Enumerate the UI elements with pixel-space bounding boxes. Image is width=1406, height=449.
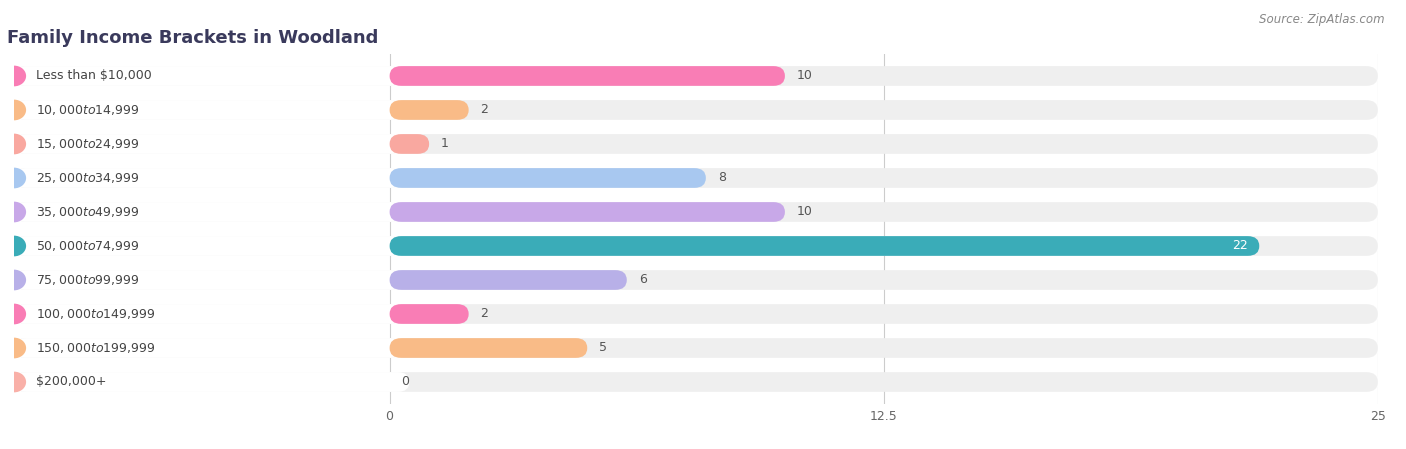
Text: $150,000 to $199,999: $150,000 to $199,999 — [35, 341, 155, 355]
Circle shape — [1, 338, 27, 358]
Circle shape — [1, 100, 27, 120]
Text: Less than $10,000: Less than $10,000 — [35, 70, 152, 83]
Text: $200,000+: $200,000+ — [35, 375, 107, 388]
Text: 10: 10 — [797, 70, 813, 83]
FancyBboxPatch shape — [14, 270, 1378, 290]
FancyBboxPatch shape — [14, 134, 1378, 154]
Text: 0: 0 — [402, 375, 409, 388]
FancyBboxPatch shape — [14, 304, 1378, 324]
Text: 6: 6 — [638, 273, 647, 286]
Text: $10,000 to $14,999: $10,000 to $14,999 — [35, 103, 139, 117]
FancyBboxPatch shape — [389, 100, 468, 120]
FancyBboxPatch shape — [14, 372, 1378, 392]
FancyBboxPatch shape — [14, 270, 409, 290]
FancyBboxPatch shape — [14, 66, 409, 86]
FancyBboxPatch shape — [14, 100, 1378, 120]
FancyBboxPatch shape — [389, 134, 429, 154]
FancyBboxPatch shape — [14, 236, 1378, 256]
Text: $25,000 to $34,999: $25,000 to $34,999 — [35, 171, 139, 185]
Text: 2: 2 — [481, 308, 488, 321]
Text: 8: 8 — [717, 172, 725, 185]
FancyBboxPatch shape — [14, 236, 409, 256]
FancyBboxPatch shape — [14, 100, 409, 120]
Circle shape — [1, 372, 27, 392]
FancyBboxPatch shape — [389, 66, 785, 86]
Text: 1: 1 — [441, 137, 449, 150]
Text: Family Income Brackets in Woodland: Family Income Brackets in Woodland — [7, 29, 378, 47]
Circle shape — [1, 134, 27, 154]
FancyBboxPatch shape — [14, 168, 1378, 188]
FancyBboxPatch shape — [14, 338, 1378, 358]
FancyBboxPatch shape — [389, 236, 1260, 256]
FancyBboxPatch shape — [14, 134, 409, 154]
FancyBboxPatch shape — [14, 338, 409, 358]
Circle shape — [1, 167, 27, 188]
Text: 22: 22 — [1232, 239, 1247, 252]
Circle shape — [1, 66, 27, 86]
FancyBboxPatch shape — [389, 202, 785, 222]
FancyBboxPatch shape — [389, 304, 468, 324]
FancyBboxPatch shape — [14, 372, 409, 392]
FancyBboxPatch shape — [389, 168, 706, 188]
FancyBboxPatch shape — [14, 202, 1378, 222]
FancyBboxPatch shape — [389, 338, 588, 358]
Text: $100,000 to $149,999: $100,000 to $149,999 — [35, 307, 155, 321]
Text: $15,000 to $24,999: $15,000 to $24,999 — [35, 137, 139, 151]
FancyBboxPatch shape — [14, 202, 409, 222]
Text: 10: 10 — [797, 206, 813, 219]
Text: $75,000 to $99,999: $75,000 to $99,999 — [35, 273, 139, 287]
Text: 2: 2 — [481, 103, 488, 116]
Text: $35,000 to $49,999: $35,000 to $49,999 — [35, 205, 139, 219]
Circle shape — [1, 202, 27, 222]
Circle shape — [1, 236, 27, 256]
Text: 5: 5 — [599, 342, 607, 355]
Text: Source: ZipAtlas.com: Source: ZipAtlas.com — [1260, 13, 1385, 26]
FancyBboxPatch shape — [14, 66, 1378, 86]
Circle shape — [1, 270, 27, 291]
Circle shape — [1, 304, 27, 324]
FancyBboxPatch shape — [389, 270, 627, 290]
FancyBboxPatch shape — [14, 304, 409, 324]
Text: $50,000 to $74,999: $50,000 to $74,999 — [35, 239, 139, 253]
FancyBboxPatch shape — [14, 168, 409, 188]
